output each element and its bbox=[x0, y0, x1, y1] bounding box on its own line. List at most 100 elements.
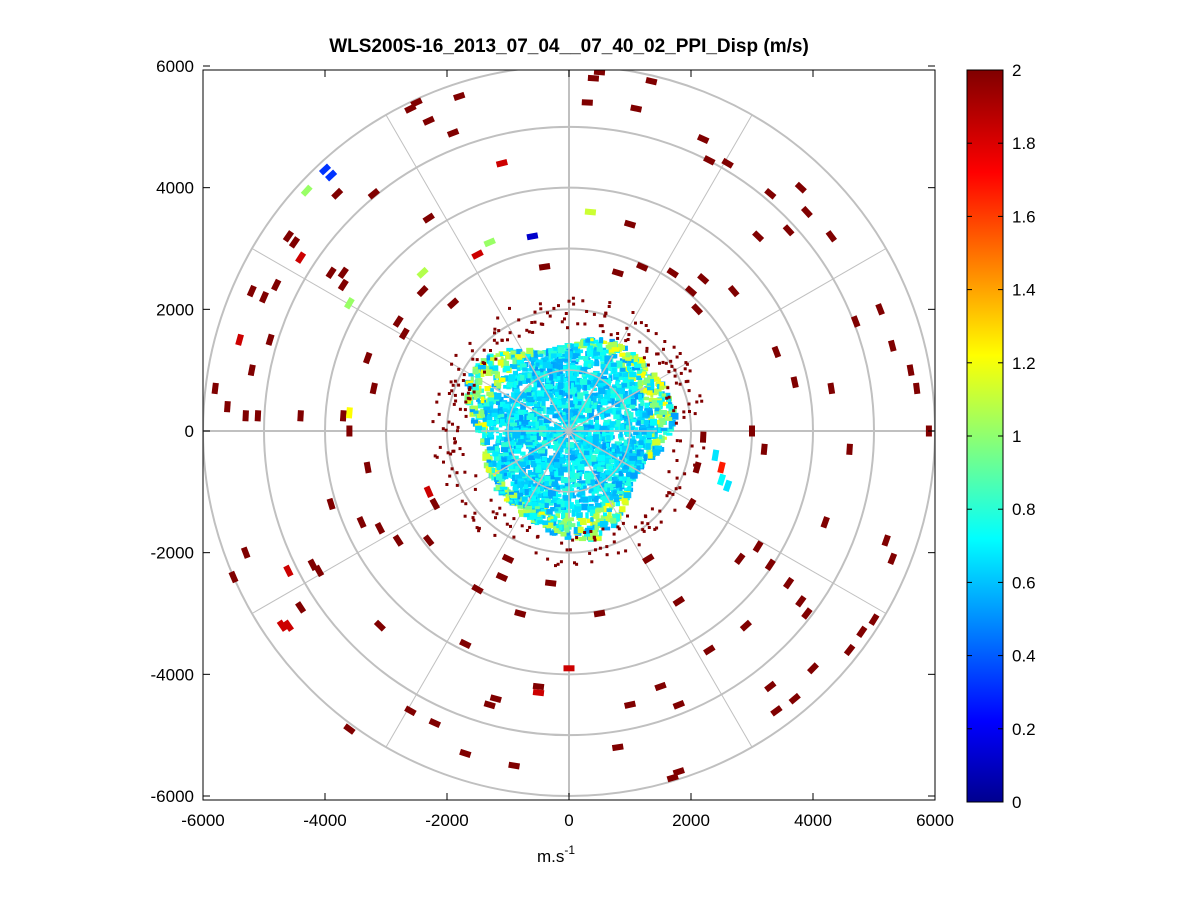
dense-scan-cell bbox=[564, 535, 572, 540]
dense-scan-cell bbox=[583, 424, 591, 429]
dense-scan-cell bbox=[490, 370, 499, 375]
dense-scan-cell bbox=[528, 453, 535, 460]
dense-scan-cell bbox=[644, 406, 653, 412]
data-point bbox=[459, 638, 472, 650]
dense-scan-cell bbox=[619, 456, 625, 464]
dense-scan-cell bbox=[608, 466, 612, 470]
halo-speck bbox=[472, 383, 476, 387]
dense-scan-cell bbox=[567, 478, 575, 482]
halo-speck bbox=[463, 408, 467, 412]
y-tick-label: -6000 bbox=[151, 787, 194, 806]
data-point bbox=[224, 400, 231, 413]
dense-scan-cell bbox=[593, 509, 597, 514]
halo-speck bbox=[585, 310, 589, 313]
data-point bbox=[325, 169, 338, 182]
dense-scan-cell bbox=[624, 456, 628, 462]
dense-scan-cell bbox=[482, 398, 491, 405]
halo-speck bbox=[678, 486, 682, 490]
dense-scan-cell bbox=[642, 412, 650, 418]
dense-scan-cell bbox=[629, 371, 637, 378]
dense-scan-cell bbox=[518, 458, 524, 464]
dense-scan-cell bbox=[573, 384, 582, 390]
dense-scan-cell bbox=[641, 459, 646, 465]
dense-scan-cell bbox=[605, 442, 610, 449]
dense-scan-cell bbox=[625, 403, 630, 408]
halo-speck bbox=[468, 397, 472, 401]
dense-scan-cell bbox=[572, 495, 577, 499]
dense-scan-cell bbox=[503, 351, 509, 355]
halo-speck bbox=[453, 441, 457, 445]
dense-scan-cell bbox=[552, 530, 557, 536]
dense-scan-cell bbox=[596, 405, 603, 412]
data-point bbox=[906, 364, 915, 377]
dense-scan-cell bbox=[532, 423, 538, 430]
dense-scan-cell bbox=[512, 357, 517, 365]
halo-speck bbox=[458, 407, 462, 411]
data-point bbox=[508, 761, 521, 770]
data-point bbox=[752, 540, 764, 553]
data-point bbox=[691, 303, 704, 316]
dense-scan-cell bbox=[578, 430, 586, 436]
halo-speck bbox=[444, 428, 448, 432]
dense-scan-cell bbox=[583, 380, 592, 385]
dense-scan-cell bbox=[630, 472, 638, 479]
dense-scan-cell bbox=[636, 432, 643, 439]
halo-speck bbox=[646, 329, 650, 333]
halo-speck bbox=[593, 538, 597, 542]
dense-scan-cell bbox=[567, 454, 575, 461]
dense-scan-cell bbox=[515, 466, 520, 470]
dense-scan-cell bbox=[603, 526, 611, 531]
dense-scan-cell bbox=[666, 398, 670, 402]
dense-scan-cell bbox=[621, 444, 630, 452]
halo-speck bbox=[512, 535, 516, 539]
dense-scan-cell bbox=[589, 459, 594, 466]
data-point bbox=[344, 297, 355, 310]
dense-scan-cell bbox=[509, 450, 514, 458]
dense-scan-cell bbox=[631, 439, 637, 444]
data-point bbox=[764, 558, 776, 572]
dense-scan-cell bbox=[526, 368, 533, 372]
dense-scan-cell bbox=[487, 408, 492, 414]
data-point bbox=[429, 497, 441, 511]
halo-speck bbox=[525, 529, 529, 532]
halo-speck bbox=[534, 551, 538, 555]
data-point bbox=[752, 230, 765, 243]
dense-scan-cell bbox=[558, 437, 564, 444]
dense-scan-cell bbox=[478, 377, 483, 385]
dense-scan-cell bbox=[657, 378, 661, 384]
halo-speck bbox=[468, 341, 472, 345]
dense-scan-cell bbox=[526, 434, 531, 438]
dense-scan-cell bbox=[493, 416, 498, 420]
halo-speck bbox=[495, 512, 499, 516]
dense-scan-cell bbox=[511, 402, 520, 407]
dense-scan-cell bbox=[599, 394, 604, 399]
data-point bbox=[514, 609, 527, 618]
data-point bbox=[422, 212, 435, 224]
dense-scan-cell bbox=[619, 423, 625, 431]
halo-speck bbox=[588, 551, 592, 555]
dense-scan-cell bbox=[508, 375, 516, 383]
dense-scan-cell bbox=[549, 388, 554, 392]
dense-scan-cell bbox=[486, 391, 494, 397]
dense-scan-cell bbox=[499, 478, 505, 484]
dense-scan-cell bbox=[534, 449, 538, 453]
halo-speck bbox=[673, 374, 677, 378]
dense-scan-cell bbox=[523, 459, 530, 465]
data-point bbox=[703, 644, 716, 656]
dense-scan-cell bbox=[630, 352, 636, 356]
dense-scan-cell bbox=[490, 460, 497, 467]
dense-scan-cell bbox=[557, 346, 565, 354]
dense-scan-cell bbox=[570, 365, 577, 370]
halo-speck bbox=[431, 420, 435, 424]
dense-scan-cell bbox=[568, 492, 573, 499]
dense-scan-cell bbox=[487, 435, 495, 440]
dense-scan-cell bbox=[554, 442, 561, 449]
dense-scan-cell bbox=[562, 408, 570, 414]
dense-scan-cell bbox=[574, 430, 579, 434]
data-point bbox=[459, 748, 472, 758]
dense-scan-cell bbox=[574, 371, 578, 377]
dense-scan-cell bbox=[530, 509, 536, 514]
dense-scan-cell bbox=[611, 354, 618, 359]
data-point bbox=[856, 625, 868, 639]
halo-speck bbox=[472, 518, 476, 522]
